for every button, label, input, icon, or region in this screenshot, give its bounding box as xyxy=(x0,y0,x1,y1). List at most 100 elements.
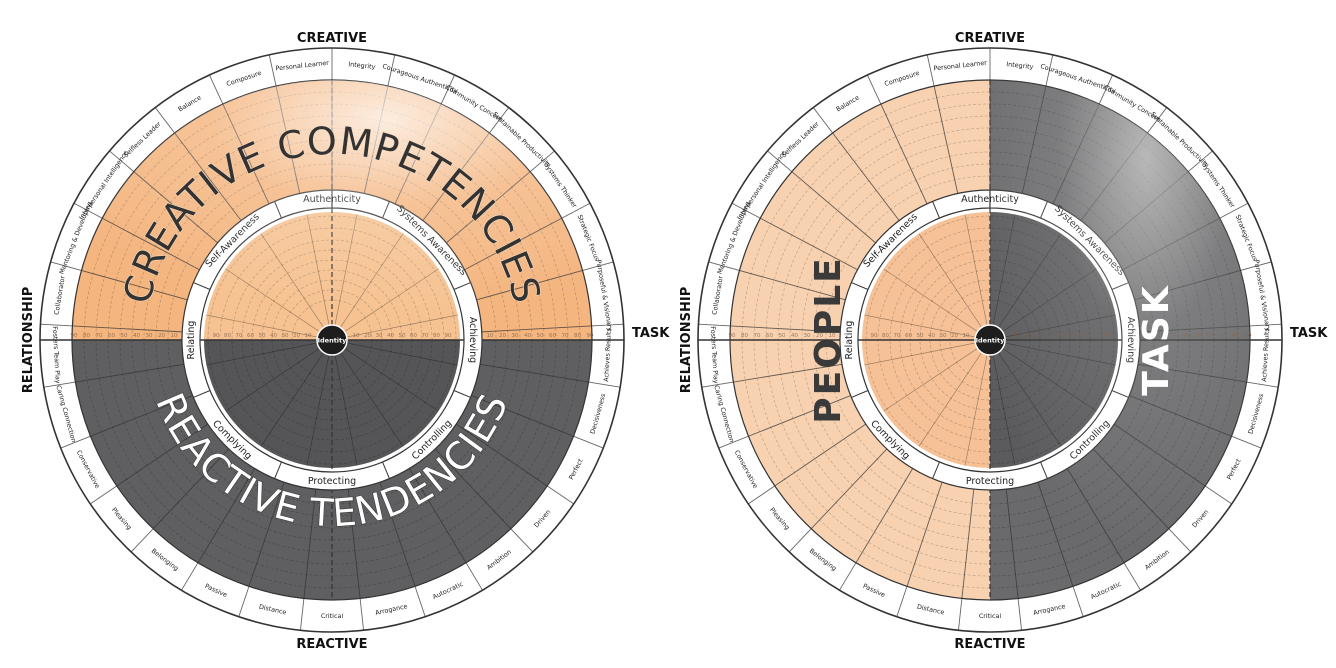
axis-label-relationship: RELATIONSHIP xyxy=(679,287,694,393)
dimension-divider xyxy=(932,461,940,479)
scale-tick: 90 xyxy=(871,333,878,339)
segment-divider xyxy=(767,150,876,244)
segment-divider xyxy=(896,482,943,617)
segment-label-critical: Critical xyxy=(979,612,1002,620)
dimension-divider xyxy=(382,461,390,479)
scale-tick: 60 xyxy=(766,333,773,339)
dimension-divider xyxy=(193,390,211,398)
segment-label-achieves-results: Achieves Results xyxy=(1260,327,1271,382)
scale-tick: 60 xyxy=(905,333,912,339)
inner-spoke xyxy=(918,233,983,329)
segment-divider xyxy=(698,323,841,333)
segment-label-fosters-team-play: Fosters Team Play xyxy=(709,326,720,384)
people-outer-field xyxy=(730,80,990,600)
creative-reactive-wheel: Integrity Courageous AuthenticityCommunit… xyxy=(21,31,670,652)
dimension-divider xyxy=(453,390,471,398)
people-task-wheel: Integrity Courageous AuthenticityCommunit… xyxy=(679,31,1328,652)
scale-tick: 80 xyxy=(882,333,889,339)
gloss-highlight xyxy=(72,80,592,340)
segment-divider xyxy=(455,423,574,505)
scale-tick: 30 xyxy=(804,333,811,339)
segment-divider xyxy=(90,423,209,505)
segment-label-achieves-results: Achieves Results xyxy=(602,327,613,382)
segment-divider xyxy=(347,489,365,631)
dimension-divider xyxy=(851,282,869,290)
identity-label: Identity xyxy=(976,336,1006,344)
segment-divider xyxy=(238,482,285,617)
gloss-highlight xyxy=(990,80,1250,600)
scale-tick: 80 xyxy=(741,333,748,339)
dimension-divider xyxy=(274,461,282,479)
inner-spoke xyxy=(343,347,439,412)
inner-spoke xyxy=(864,314,977,338)
segment-divider xyxy=(479,363,621,388)
scale-tick: 30 xyxy=(940,333,947,339)
axis-label-reactive: REACTIVE xyxy=(954,637,1025,652)
people-label: PEOPLE xyxy=(808,256,849,424)
dimension-label-relating: Relating xyxy=(844,321,855,360)
inner-spoke xyxy=(260,351,325,447)
scale-tick: 40 xyxy=(928,333,935,339)
scale-tick: 70 xyxy=(894,333,901,339)
scale-tick: 20 xyxy=(951,333,958,339)
segment-divider xyxy=(731,202,858,271)
segment-divider xyxy=(299,489,317,631)
segment-divider xyxy=(748,423,867,505)
inner-spoke xyxy=(334,353,358,466)
segment-divider xyxy=(408,468,483,591)
segment-label-fosters-team-play: Fosters Team Play xyxy=(51,326,62,384)
dimension-divider xyxy=(932,201,940,219)
inner-spoke xyxy=(864,342,977,366)
inner-spoke xyxy=(883,347,979,412)
segment-divider xyxy=(60,395,193,449)
inner-spoke xyxy=(918,351,983,447)
segment-divider xyxy=(708,261,846,301)
identity-core xyxy=(316,324,348,356)
segment-divider xyxy=(788,448,888,553)
scale-tick: 20 xyxy=(816,333,823,339)
scale-tick: 50 xyxy=(917,333,924,339)
inner-spoke xyxy=(964,214,988,327)
segment-divider xyxy=(181,468,256,591)
inner-spoke xyxy=(225,347,321,412)
scale-tick: 40 xyxy=(791,333,798,339)
segment-divider xyxy=(718,395,851,449)
dimension-label-protecting: Protecting xyxy=(308,476,356,487)
axis-label-reactive: REACTIVE xyxy=(296,637,367,652)
inner-spoke xyxy=(306,353,330,466)
segment-divider xyxy=(471,395,604,449)
segment-divider xyxy=(701,363,843,388)
task-label: TASK xyxy=(1136,284,1177,395)
inner-spoke xyxy=(206,342,319,366)
scale-tick: 70 xyxy=(754,333,761,339)
axis-label-relationship: RELATIONSHIP xyxy=(21,287,36,393)
segment-divider xyxy=(43,363,185,388)
axis-label-creative: CREATIVE xyxy=(955,31,1025,46)
inner-spoke xyxy=(345,342,458,366)
axis-label-task: TASK xyxy=(632,326,670,341)
inner-spoke xyxy=(883,268,979,333)
scale-tick: 10 xyxy=(829,333,836,339)
identity-core xyxy=(974,324,1006,356)
inner-spoke xyxy=(339,351,404,447)
segment-divider xyxy=(866,74,928,205)
segment-divider xyxy=(839,468,914,591)
segment-label-integrity: Integrity xyxy=(348,60,376,71)
segment-divider xyxy=(434,448,534,553)
segment-divider xyxy=(379,482,426,617)
scale-tick: 50 xyxy=(779,333,786,339)
segment-divider xyxy=(812,107,900,221)
identity-label: Identity xyxy=(318,336,348,344)
segment-divider xyxy=(926,54,959,194)
reactive-outer-field xyxy=(72,340,592,600)
dimension-divider xyxy=(851,390,869,398)
scale-tick: 10 xyxy=(963,333,970,339)
axis-label-task: TASK xyxy=(1290,326,1328,341)
inner-spoke xyxy=(964,353,988,466)
axis-label-creative: CREATIVE xyxy=(297,31,367,46)
segment-divider xyxy=(130,448,230,553)
segment-divider xyxy=(957,489,975,631)
segment-label-critical: Critical xyxy=(321,612,344,620)
